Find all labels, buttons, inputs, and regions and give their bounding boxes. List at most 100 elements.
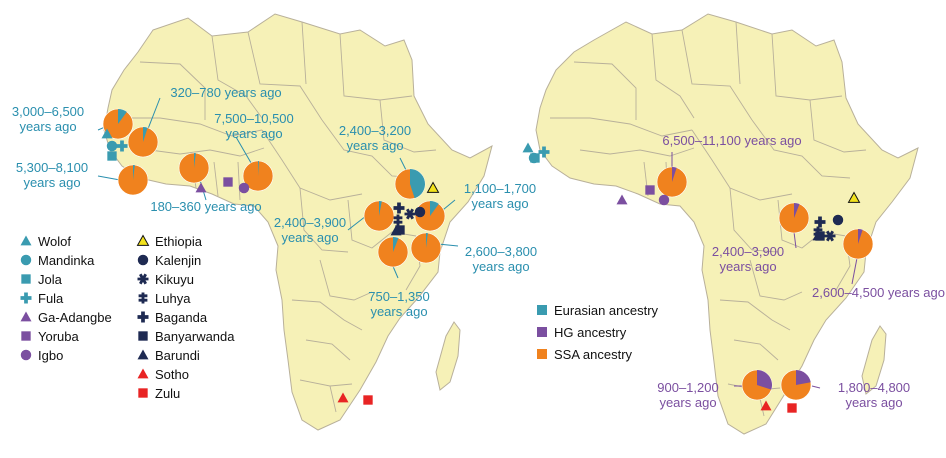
left-pie-baganda	[363, 200, 395, 232]
right-annotation-4: 900–1,200 years ago	[657, 380, 718, 410]
left-marker-barundi	[390, 225, 402, 236]
left-marker-luhya	[393, 214, 403, 226]
legend-marker-baganda	[137, 311, 149, 323]
right-marker-ga-adangbe	[616, 194, 628, 205]
right-pie-sotho	[741, 369, 773, 401]
legend-label-sotho: Sotho	[155, 367, 189, 382]
legend-marker-kalenjin	[137, 254, 149, 266]
legend-marker-mandinka	[20, 254, 32, 266]
left-annotations: 3,000–6,500 years ago 320–780 years ago 7,5…	[12, 85, 537, 319]
legend-label-baganda: Baganda	[155, 310, 208, 325]
left-annotation-6: 2,400–3,200 years ago	[339, 123, 411, 153]
right-africa-landmass	[535, 13, 919, 435]
legend-label-mandinka: Mandinka	[38, 253, 95, 268]
left-marker-igbo	[238, 182, 250, 194]
left-marker-ga-adangbe	[195, 182, 207, 193]
left-annotation-2: 320–780 years ago	[170, 85, 281, 100]
left-marker-mandinka	[106, 140, 118, 152]
right-annotation-1: 6,500–11,100 years ago	[662, 133, 801, 148]
ancestry-label-hg-ancestry: HG ancestry	[554, 325, 627, 340]
right-marker-baganda	[814, 216, 826, 228]
legend-label-yoruba: Yoruba	[38, 329, 79, 344]
left-marker-kikuyu	[404, 208, 416, 220]
right-marker-wolof	[522, 142, 534, 153]
legend-marker-kikuyu	[137, 273, 149, 285]
right-marker-yoruba	[645, 185, 655, 195]
left-pie-jola	[117, 164, 149, 196]
legend-label-banyarwanda: Banyarwanda	[155, 329, 235, 344]
legend-marker-luhya	[138, 292, 148, 304]
right-marker-zulu	[787, 403, 797, 413]
left-annotation-1: 3,000–6,500 years ago	[12, 104, 84, 134]
left-marker-kalenjin	[414, 206, 426, 218]
legend-marker-barundi	[137, 349, 149, 360]
left-marker-wolof	[101, 128, 113, 139]
left-annotation-3: 7,500–10,500 years ago	[214, 111, 294, 141]
left-africa-map	[103, 13, 493, 431]
legend-marker-igbo	[20, 349, 32, 361]
legend-label-ethiopia: Ethiopia	[155, 234, 203, 249]
left-annotation-4: 5,300–8,100 years ago	[16, 160, 88, 190]
legend-marker-banyarwanda	[138, 331, 148, 341]
ancestry-swatch-hg-ancestry	[537, 327, 547, 337]
right-marker-jola	[530, 153, 540, 163]
right-marker-kikuyu	[824, 230, 836, 242]
legend-label-fula: Fula	[38, 291, 64, 306]
legend-marker-zulu	[138, 388, 148, 398]
left-marker-sotho	[337, 392, 349, 403]
legend-marker-yoruba	[21, 331, 31, 341]
left-pie-ga-adangbe	[178, 152, 210, 184]
right-annotation-3: 2,600–4,500 years ago	[812, 285, 945, 300]
legend-label-luhya: Luhya	[155, 291, 191, 306]
right-marker-igbo	[658, 194, 670, 206]
legend-label-wolof: Wolof	[38, 234, 71, 249]
legend-label-igbo: Igbo	[38, 348, 63, 363]
right-marker-sotho	[760, 400, 772, 411]
left-pie-ethiopia	[394, 168, 426, 200]
right-pie-yoruba	[656, 166, 688, 198]
legend-label-zulu: Zulu	[155, 386, 180, 401]
left-annotation-8: 2,400–3,900 years ago	[274, 215, 346, 245]
right-leader-lines	[671, 152, 858, 389]
left-marker-banyarwanda	[395, 225, 405, 235]
legend-marker-sotho	[137, 368, 149, 379]
ancestry-label-ssa-ancestry: SSA ancestry	[554, 347, 633, 362]
left-pie-wolof	[102, 108, 134, 140]
left-madagascar	[435, 321, 461, 391]
legend-marker-wolof	[20, 235, 32, 246]
left-annotation-5: 180–360 years ago	[150, 199, 261, 214]
legend-label-ga-adangbe: Ga-Adangbe	[38, 310, 112, 325]
left-marker-ethiopia	[426, 181, 440, 193]
legend-marker-ethiopia	[136, 234, 150, 246]
left-annotation-7: 1,100–1,700 years ago	[464, 181, 536, 211]
left-pie-kikuyu	[377, 236, 409, 268]
right-marker-ethiopia	[847, 191, 861, 203]
right-annotation-2: 2,400–3,900 years ago	[712, 244, 784, 274]
right-pie-zulu	[780, 369, 812, 401]
left-annotation-10: 750–1,350 years ago	[368, 289, 429, 319]
left-pie-luhya	[410, 232, 442, 264]
right-pie-kikuyu	[842, 228, 874, 260]
right-pie-baganda	[778, 202, 810, 234]
ancestry-legend: Eurasian ancestry HG ancestry SSA ancestry	[537, 303, 659, 362]
right-marker-kalenjin	[832, 214, 844, 226]
population-markers	[101, 128, 861, 413]
legend-marker-jola	[21, 274, 31, 284]
right-annotation-5: 1,800–4,800 years ago	[838, 380, 910, 410]
right-annotations: 6,500–11,100 years ago 2,400–3,900 years a…	[657, 133, 945, 410]
left-pie-igbo	[242, 160, 274, 192]
left-annotation-9: 2,600–3,800 years ago	[465, 244, 537, 274]
left-marker-fula	[116, 140, 128, 152]
left-marker-yoruba	[223, 177, 233, 187]
legend-marker-ga-adangbe	[20, 311, 32, 322]
population-legend: Wolof Mandinka Jola Fula Ga-Adangbe Yoruba Igb…	[20, 234, 235, 401]
right-africa-map	[535, 13, 919, 435]
right-madagascar	[861, 325, 887, 395]
left-marker-jola	[107, 151, 117, 161]
legend-marker-fula	[20, 292, 32, 304]
ancestry-swatch-ssa-ancestry	[537, 349, 547, 359]
right-marker-fula	[538, 146, 550, 158]
ancestry-pies	[102, 108, 874, 401]
ancestry-swatch-eurasian-ancestry	[537, 305, 547, 315]
